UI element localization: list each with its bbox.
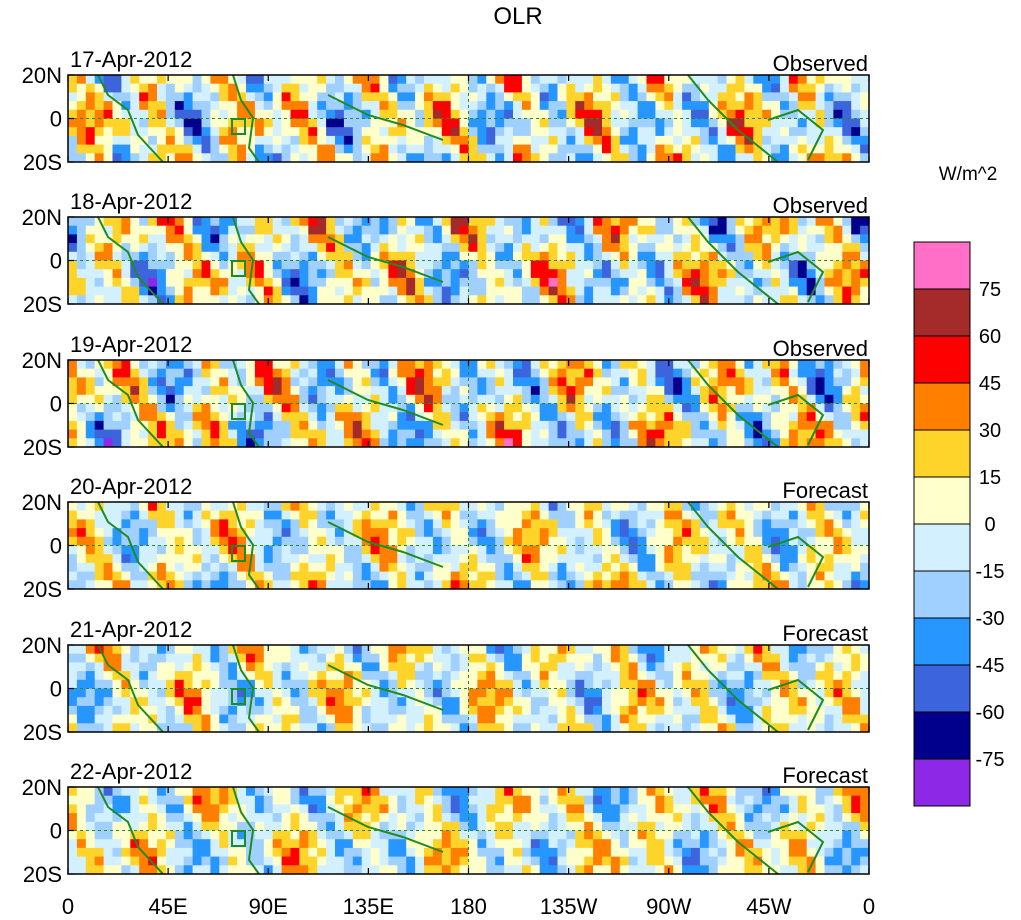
y-tick-label: 20N <box>22 348 62 373</box>
region-box <box>231 260 246 277</box>
x-tick-label: 180 <box>450 894 487 919</box>
colorbar-swatch <box>913 758 971 807</box>
panel-2: 20N 0 20S 18-Apr-2012 Observed <box>22 189 870 317</box>
y-tick-label: 20S <box>23 150 62 175</box>
panel-6: 20N 0 20S 22-Apr-2012 Forecast <box>22 759 870 887</box>
panel-kind: Observed <box>773 51 868 76</box>
panel-date: 22-Apr-2012 <box>70 759 192 784</box>
y-tick-label: 0 <box>50 392 62 417</box>
coastlines <box>97 501 825 590</box>
panel-1: 20N 0 20S 17-Apr-2012 Observed <box>22 47 870 175</box>
region-box <box>231 688 246 705</box>
colorbar-level-label: -30 <box>976 608 1005 630</box>
colorbar-level-label: -75 <box>976 749 1005 771</box>
colorbar-swatch <box>913 617 971 666</box>
y-tick-label: 20N <box>22 490 62 515</box>
region-box <box>231 545 246 562</box>
x-tick-label: 45W <box>746 894 791 919</box>
coastlines <box>97 216 825 305</box>
colorbar: W/m^2 75 60 45 30 15 0 -15 -30 -45 -60 -75 <box>913 164 1005 807</box>
x-tick-label: 90E <box>249 894 288 919</box>
colorbar-level-label: 45 <box>979 373 1001 395</box>
y-tick-label: 20N <box>22 63 62 88</box>
colorbar-swatch <box>913 288 971 337</box>
colorbar-swatch <box>913 335 971 384</box>
colorbar-level-label: 60 <box>979 326 1001 348</box>
y-tick-label: 0 <box>50 249 62 274</box>
y-tick-label: 0 <box>50 819 62 844</box>
panel-4: 20N 0 20S 20-Apr-2012 Forecast <box>22 474 870 602</box>
y-tick-label: 0 <box>50 677 62 702</box>
colorbar-level-label: 75 <box>979 279 1001 301</box>
panel-date: 20-Apr-2012 <box>70 474 192 499</box>
y-tick-label: 20S <box>23 435 62 460</box>
coastlines <box>97 786 825 875</box>
y-tick-label: 0 <box>50 107 62 132</box>
region-box <box>231 403 246 420</box>
colorbar-swatch <box>913 241 971 290</box>
y-tick-label: 20N <box>22 775 62 800</box>
x-tick-label: 135E <box>343 894 394 919</box>
x-tick-label: 0 <box>62 894 74 919</box>
panel-date: 19-Apr-2012 <box>70 332 192 357</box>
colorbar-level-label: -60 <box>976 702 1005 724</box>
colorbar-swatch <box>913 664 971 713</box>
colorbar-swatch <box>913 711 971 760</box>
y-tick-label: 0 <box>50 534 62 559</box>
panel-kind: Observed <box>773 193 868 218</box>
colorbar-swatch <box>913 429 971 478</box>
colorbar-level-label: -15 <box>976 561 1005 583</box>
y-tick-label: 20N <box>22 633 62 658</box>
colorbar-swatch <box>913 382 971 431</box>
x-tick-label: 90W <box>646 894 691 919</box>
y-tick-label: 20N <box>22 205 62 230</box>
x-axis: 0 45E 90E 135E 180 135W 90W 45W 0 <box>62 894 875 919</box>
panel-date: 21-Apr-2012 <box>70 617 192 642</box>
panel-kind: Forecast <box>782 763 868 788</box>
colorbar-swatch <box>913 523 971 572</box>
region-box <box>231 118 246 135</box>
colorbar-level-label: 30 <box>979 420 1001 442</box>
x-tick-label: 45E <box>149 894 188 919</box>
panel-kind: Forecast <box>782 478 868 503</box>
y-tick-label: 20S <box>23 862 62 887</box>
colorbar-level-label: -45 <box>976 655 1005 677</box>
y-tick-label: 20S <box>23 720 62 745</box>
panels: 20N 0 20S 17-Apr-2012 Observed 20N 0 20S 18-Apr-… <box>22 47 870 887</box>
coastlines <box>97 359 825 448</box>
y-tick-label: 20S <box>23 292 62 317</box>
chart-title: OLR <box>493 3 542 30</box>
coastlines <box>97 644 825 733</box>
region-box <box>231 830 246 847</box>
panel-5: 20N 0 20S 21-Apr-2012 Forecast <box>22 617 870 745</box>
panel-date: 18-Apr-2012 <box>70 189 192 214</box>
colorbar-swatch <box>913 476 971 525</box>
x-tick-label: 135W <box>540 894 598 919</box>
panel-kind: Observed <box>773 336 868 361</box>
coastlines <box>97 74 825 163</box>
panel-kind: Forecast <box>782 621 868 646</box>
colorbar-swatch <box>913 570 971 619</box>
panel-date: 17-Apr-2012 <box>70 47 192 72</box>
x-tick-label: 0 <box>863 894 875 919</box>
y-tick-label: 20S <box>23 577 62 602</box>
panel-3: 20N 0 20S 19-Apr-2012 Observed <box>22 332 870 460</box>
colorbar-level-label: 15 <box>979 467 1001 489</box>
colorbar-unit-label: W/m^2 <box>939 164 998 185</box>
colorbar-level-label: 0 <box>984 514 995 536</box>
